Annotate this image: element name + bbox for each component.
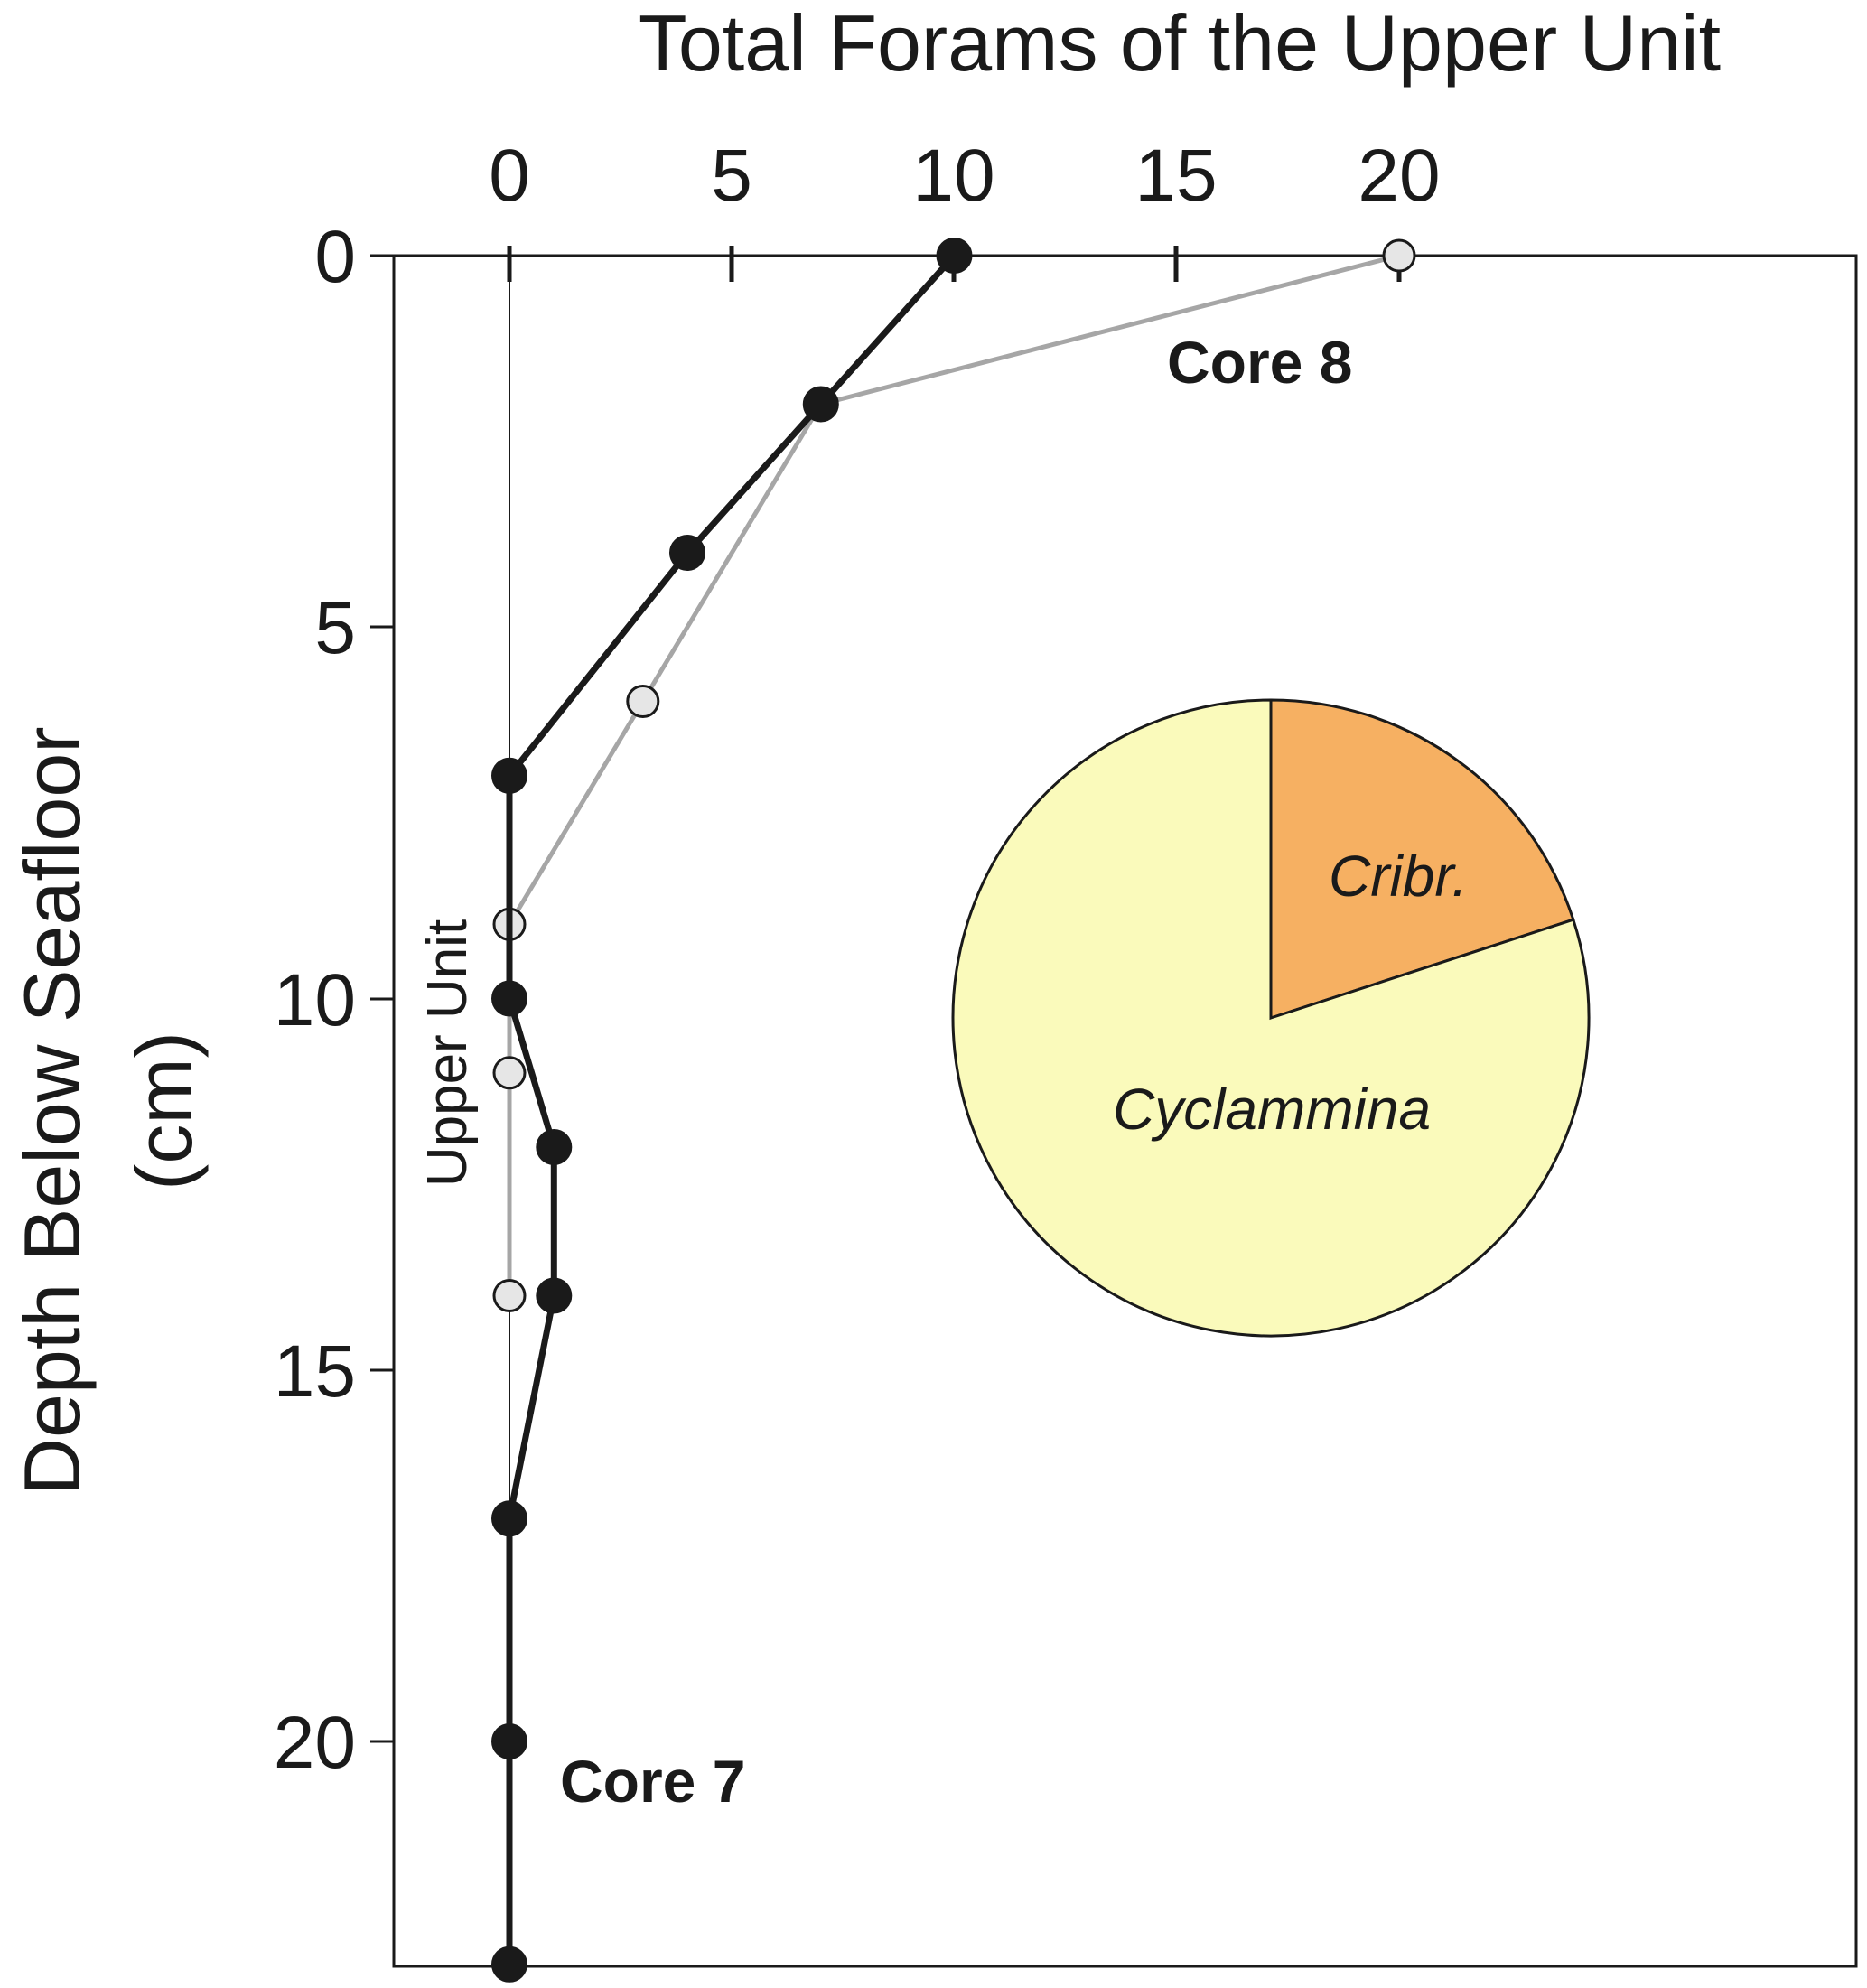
y-tick-label-10: 10 (274, 959, 356, 1041)
core-8-point-5 (492, 1279, 527, 1312)
core-8-point-2 (626, 685, 660, 718)
core-7-label: Core 7 (560, 1748, 745, 1815)
upper-unit-label: Upper Unit (416, 919, 479, 1187)
plot-frame (392, 254, 1858, 1968)
y-tick-label-5: 5 (314, 587, 356, 669)
y-tick-label-15: 15 (274, 1330, 356, 1413)
pie-label-cribr: Cribr. (1329, 844, 1468, 909)
core-7-point-7 (491, 1500, 527, 1537)
x-tick-label-10: 10 (912, 135, 994, 217)
pie-slice-cribr (1269, 698, 1575, 1021)
core-8-point-4 (492, 1056, 527, 1090)
y-tick-label-0: 0 (314, 216, 356, 298)
core-8-label: Core 8 (1167, 329, 1352, 396)
y-axis-ticks (370, 254, 394, 1743)
core-7-line (506, 253, 957, 1965)
x-tick-label-20: 20 (1358, 135, 1440, 217)
core-7-point-8 (491, 1723, 527, 1759)
pie-label-cyclammina: Cyclammina (1113, 1077, 1431, 1142)
core-8-point-0 (1382, 238, 1416, 273)
core-7-point-2 (669, 535, 705, 571)
y-tick-label-20: 20 (274, 1702, 356, 1784)
chart-title: Total Forams of the Upper Unit (639, 0, 1721, 88)
core-7-point-0 (936, 238, 973, 274)
x-tick-label-15: 15 (1134, 135, 1217, 217)
x-tick-label-0: 0 (489, 135, 530, 217)
core-7-points (491, 238, 973, 1983)
core-7-point-6 (536, 1277, 573, 1314)
pie-chart: Cribr. Cyclammina (951, 698, 1591, 1338)
core-8-line (507, 253, 1400, 1296)
y-axis-unit: (cm) (119, 1031, 209, 1190)
core-7-series (491, 238, 973, 1983)
pie-slice-cyclammina (951, 698, 1591, 1338)
core-7-point-3 (491, 757, 527, 794)
core-7-point-1 (802, 386, 839, 423)
core-7-point-5 (536, 1129, 573, 1165)
x-axis-tick-labels: 0 5 10 15 20 (489, 135, 1440, 217)
y-axis-tick-labels: 0 5 10 15 20 (274, 216, 356, 1784)
x-tick-label-5: 5 (711, 135, 752, 217)
core-7-point-4 (491, 980, 527, 1017)
y-axis-label: Depth Below Seafloor (7, 726, 97, 1495)
core-7-point-9 (491, 1946, 527, 1983)
